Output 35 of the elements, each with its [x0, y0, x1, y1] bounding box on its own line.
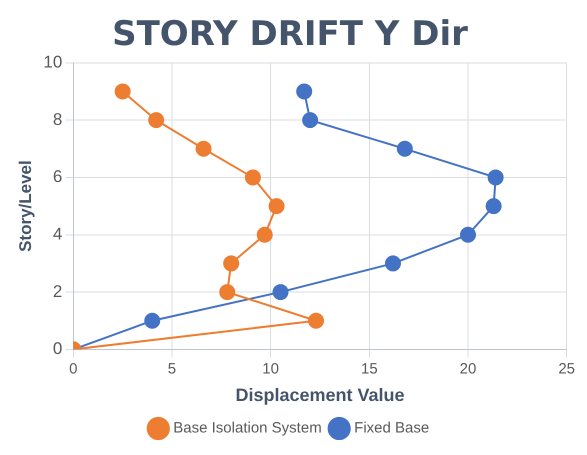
point [272, 284, 289, 300]
point [385, 255, 401, 272]
x-axis-title: Displacement Value [235, 385, 405, 406]
point [114, 83, 131, 100]
point [223, 255, 240, 272]
point [302, 112, 318, 128]
point [144, 312, 160, 329]
y-axis-title: Story/Level [16, 160, 35, 252]
point [488, 169, 504, 186]
chart-title: STORY DRIFT Y Dir [112, 14, 468, 54]
x-tick-label: 10 [262, 360, 279, 378]
point [460, 226, 476, 243]
point [486, 198, 502, 214]
y-tick-label: 4 [52, 224, 62, 244]
x-tick-label: 15 [360, 360, 378, 378]
y-tick-label: 2 [52, 282, 62, 301]
x-tick-label: 5 [168, 360, 176, 378]
point [256, 226, 273, 243]
x-tick-label: 0 [69, 360, 78, 378]
legend-label: Fixed Base [354, 420, 430, 437]
legend-label: Base Isolation System [173, 420, 322, 437]
point [268, 198, 285, 214]
point [148, 112, 164, 128]
point [244, 169, 261, 186]
y-tick-label: 6 [52, 167, 62, 186]
point [308, 312, 324, 329]
x-tick-label: 25 [558, 360, 575, 378]
y-tick-label: 0 [52, 339, 62, 358]
point [219, 284, 236, 300]
x-tick-label: 20 [460, 360, 476, 378]
point [196, 140, 212, 157]
y-tick-label: 8 [52, 110, 62, 129]
point [296, 83, 312, 100]
y-tick-label: 10 [43, 52, 62, 72]
point [396, 140, 413, 157]
